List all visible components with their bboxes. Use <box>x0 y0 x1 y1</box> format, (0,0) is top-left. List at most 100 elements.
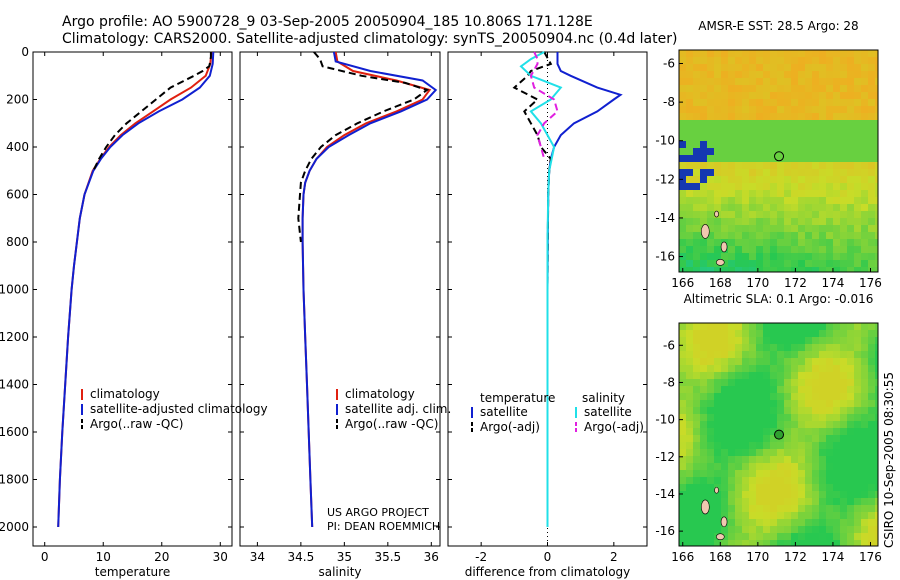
map-cell <box>756 134 763 141</box>
map-cell <box>735 533 742 540</box>
map-cell <box>756 162 763 169</box>
map-cell <box>721 484 728 491</box>
map-cell <box>770 533 777 540</box>
map-cell <box>812 498 819 505</box>
map-cell <box>756 183 763 190</box>
map-cell <box>679 50 686 57</box>
map-cell <box>875 393 878 400</box>
map-cell <box>735 246 742 253</box>
map-cell <box>826 162 833 169</box>
map-cell <box>777 414 784 421</box>
map-cell <box>819 414 826 421</box>
map-cell <box>714 379 721 386</box>
map-cell <box>721 211 728 218</box>
map-cell <box>777 393 784 400</box>
map-cell <box>833 407 840 414</box>
map-cell <box>686 64 693 71</box>
map-cell <box>833 470 840 477</box>
map-cell <box>679 428 686 435</box>
map-cell <box>749 505 756 512</box>
map-cell <box>749 85 756 92</box>
map-cell <box>707 50 714 57</box>
map-cell <box>784 365 791 372</box>
map-cell <box>756 197 763 204</box>
map-cell <box>763 505 770 512</box>
map-cell <box>784 155 791 162</box>
map-cell <box>819 239 826 246</box>
map-cell <box>840 337 847 344</box>
map-cell <box>784 99 791 106</box>
map-cell <box>777 85 784 92</box>
map-cell <box>791 533 798 540</box>
map-cell <box>868 225 875 232</box>
map-cell <box>791 442 798 449</box>
map-cell <box>770 435 777 442</box>
map-cell <box>693 470 700 477</box>
map-cell <box>735 148 742 155</box>
map-cell <box>686 330 693 337</box>
map-cell <box>742 526 749 533</box>
map-cell <box>861 197 868 204</box>
map-cell <box>840 253 847 260</box>
map-cell <box>826 113 833 120</box>
map-cell <box>714 190 721 197</box>
map-cell <box>805 71 812 78</box>
map-cell <box>749 414 756 421</box>
map-cell <box>714 491 721 498</box>
map-cell <box>693 183 700 190</box>
map-cell <box>826 64 833 71</box>
map-cell <box>840 225 847 232</box>
map-cell <box>742 127 749 134</box>
map-cell <box>868 211 875 218</box>
map-cell <box>875 155 878 162</box>
map-cell <box>700 78 707 85</box>
map-cell <box>707 540 714 546</box>
map-cell <box>791 57 798 64</box>
map-cell <box>770 232 777 239</box>
map-cell <box>679 414 686 421</box>
map-cell <box>798 351 805 358</box>
map-cell <box>707 162 714 169</box>
map-cell <box>819 533 826 540</box>
map-cell <box>861 435 868 442</box>
map-cell <box>679 134 686 141</box>
map-cell <box>854 211 861 218</box>
map-raster <box>679 50 878 272</box>
map-cell <box>854 414 861 421</box>
map-cell <box>742 533 749 540</box>
map-cell <box>686 134 693 141</box>
map-cell <box>777 155 784 162</box>
map-cell <box>763 190 770 197</box>
map-y-tick-label: -8 <box>663 375 675 389</box>
map-cell <box>875 260 878 267</box>
map-cell <box>854 351 861 358</box>
map-cell <box>686 120 693 127</box>
map-cell <box>868 267 875 272</box>
map-cell <box>700 218 707 225</box>
map-cell <box>742 358 749 365</box>
map-cell <box>840 204 847 211</box>
map-cell <box>770 267 777 272</box>
map-cell <box>791 477 798 484</box>
map-cell <box>784 379 791 386</box>
map-cell <box>742 253 749 260</box>
map-cell <box>735 379 742 386</box>
map-cell <box>742 176 749 183</box>
map-cell <box>735 106 742 113</box>
map-cell <box>798 253 805 260</box>
map-cell <box>854 148 861 155</box>
sla-map-title: Altimetric SLA: 0.1 Argo: -0.016 <box>684 292 874 306</box>
map-cell <box>714 267 721 272</box>
map-cell <box>700 162 707 169</box>
map-cell <box>707 393 714 400</box>
map-cell <box>861 442 868 449</box>
map-cell <box>721 85 728 92</box>
map-cell <box>742 463 749 470</box>
map-cell <box>861 477 868 484</box>
map-cell <box>686 253 693 260</box>
map-cell <box>686 169 693 176</box>
map-y-tick-label: -8 <box>663 95 675 109</box>
map-cell <box>805 540 812 546</box>
map-cell <box>854 358 861 365</box>
map-cell <box>700 211 707 218</box>
